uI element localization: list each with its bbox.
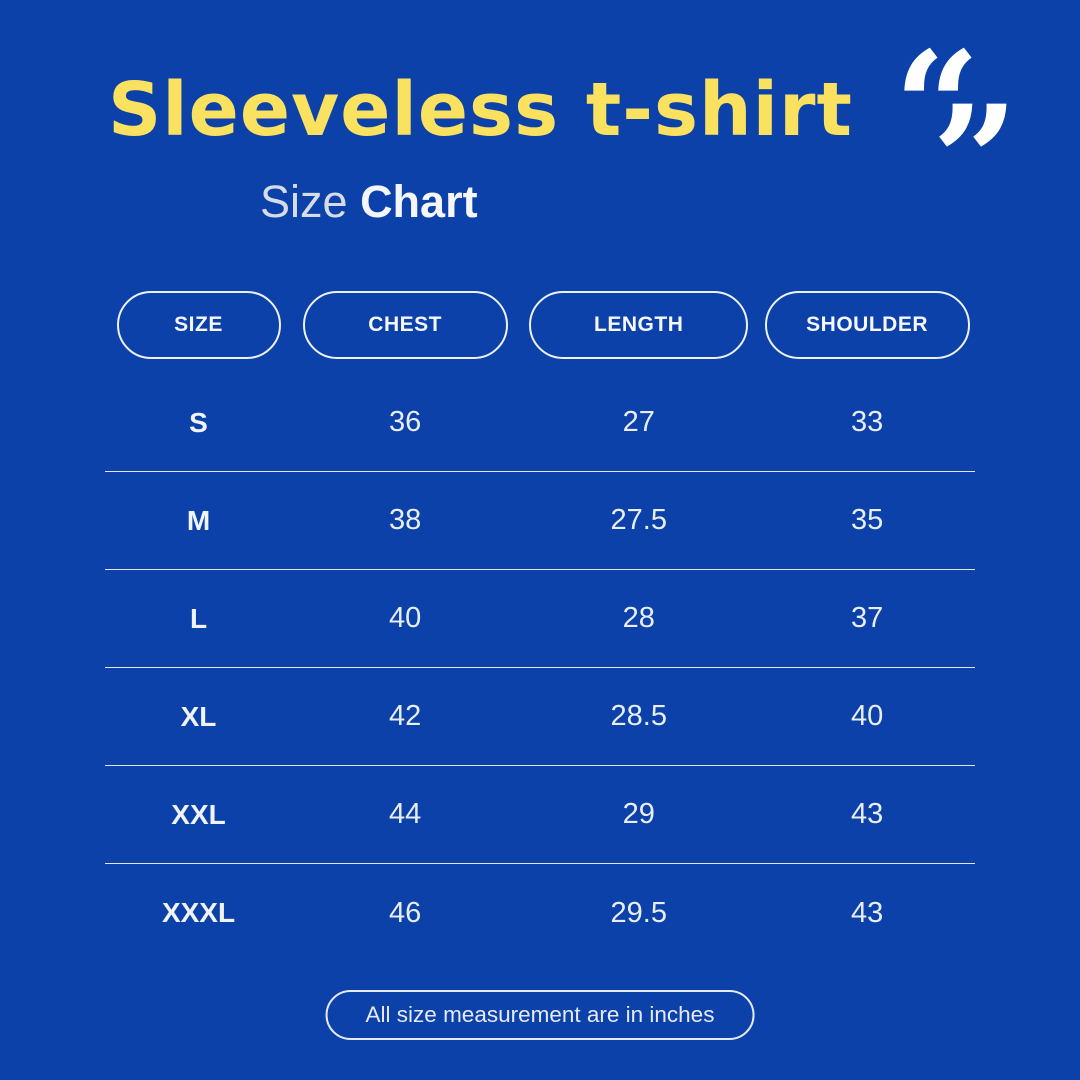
- close-quote-glyph: ”: [932, 73, 1019, 249]
- cell-size: XXXL: [161, 897, 236, 928]
- cell-shoulder: 43: [850, 896, 884, 929]
- cell-size: M: [186, 504, 211, 536]
- cell-length: 29.5: [610, 896, 667, 929]
- cell-shoulder: 43: [850, 798, 884, 830]
- cell-length: 28.5: [610, 700, 667, 732]
- table-row: XL 42 28.5 40: [105, 668, 975, 766]
- cell-chest: 40: [389, 602, 422, 634]
- table-row: M 38 27.5 35: [105, 472, 975, 570]
- cell-chest: 36: [389, 406, 422, 438]
- cell-chest: 42: [389, 700, 422, 732]
- cell-chest: 38: [389, 504, 422, 536]
- cell-size: S: [189, 406, 208, 438]
- table-header-row: SIZE CHEST LENGTH SHOULDER: [105, 290, 975, 360]
- table-row: S 36 27 33: [105, 374, 975, 472]
- cell-length: 27.5: [610, 504, 667, 536]
- page-subtitle: Size Chart: [260, 176, 478, 228]
- subtitle-word-size: Size: [260, 176, 348, 227]
- size-table: SIZE CHEST LENGTH SHOULDER S 36 27 33 M …: [105, 290, 975, 962]
- column-header-length: LENGTH: [529, 291, 749, 359]
- subtitle-word-chart: Chart: [360, 176, 478, 227]
- column-header-size: SIZE: [116, 291, 281, 359]
- table-row: XXXL 46 29.5 43: [105, 864, 975, 962]
- units-note: All size measurement are in inches: [325, 990, 755, 1040]
- cell-length: 28: [622, 602, 655, 634]
- cell-size: XL: [180, 700, 217, 732]
- page-title: Sleeveless t-shirt: [108, 67, 853, 153]
- cell-length: 29: [622, 798, 655, 830]
- cell-shoulder: 33: [850, 406, 884, 438]
- cell-chest: 44: [389, 798, 422, 830]
- cell-size: XXL: [171, 798, 226, 830]
- cell-length: 27: [622, 406, 655, 438]
- cell-shoulder: 40: [850, 700, 884, 732]
- cell-shoulder: 37: [850, 602, 884, 634]
- quotation-marks-icon: “ ”: [894, 32, 1018, 235]
- cell-size: L: [189, 602, 208, 634]
- cell-chest: 46: [389, 896, 422, 929]
- column-header-chest: CHEST: [302, 291, 508, 359]
- table-row: XXL 44 29 43: [105, 766, 975, 864]
- column-header-shoulder: SHOULDER: [764, 291, 970, 359]
- table-row: L 40 28 37: [105, 570, 975, 668]
- cell-shoulder: 35: [850, 504, 884, 536]
